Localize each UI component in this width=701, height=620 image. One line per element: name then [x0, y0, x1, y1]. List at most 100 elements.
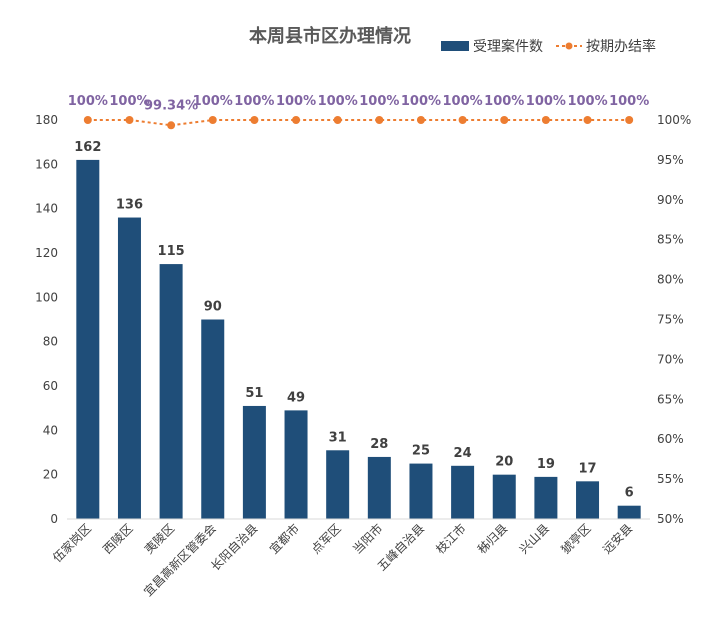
legend-bar-label: 受理案件数: [473, 38, 543, 55]
bar: [201, 319, 225, 519]
rate-marker: [416, 116, 425, 124]
category-label: 远安县: [599, 521, 635, 557]
category-label: 兴山县: [517, 521, 552, 556]
bar-value-label: 90: [204, 300, 222, 315]
right-tick-label: 55%: [657, 472, 684, 486]
bar: [367, 456, 391, 519]
right-tick-label: 95%: [657, 153, 684, 167]
rate-marker: [375, 116, 384, 124]
bar-value-label: 162: [74, 140, 101, 155]
bar-value-label: 51: [245, 386, 263, 401]
rate-data-labels: 100% 100%99.34%100% 100% 100% 100% 100% 100% 10…: [68, 94, 650, 113]
rate-marker: [625, 116, 634, 124]
left-tick-label: 0: [50, 512, 58, 526]
right-axis: 50% 55% 60% 65% 70% 75% 80% 85% 90% 95% 100%: [657, 113, 691, 526]
bar-value-label: 49: [287, 390, 305, 405]
bar-value-label: 31: [329, 430, 347, 445]
bar: [284, 410, 308, 519]
rate-marker: [208, 116, 217, 124]
bar: [451, 465, 475, 519]
bar: [534, 476, 558, 519]
right-tick-label: 60%: [657, 432, 684, 446]
left-tick-label: 180: [35, 113, 58, 127]
bar-value-label: 28: [370, 437, 388, 452]
right-tick-label: 80%: [657, 273, 684, 287]
category-label: 西陵区: [100, 521, 135, 556]
bar-value-label: 136: [116, 198, 143, 213]
bar-value-label: 115: [158, 244, 185, 259]
legend-bar-swatch: [441, 41, 469, 51]
bar: [159, 264, 183, 519]
rate-value-label: 100%: [109, 94, 149, 109]
rate-marker: [83, 116, 92, 124]
rate-line: [87, 119, 630, 127]
rate-value-label: 100%: [193, 94, 233, 109]
category-label: 枝江市: [433, 521, 469, 557]
bar-value-label: 6: [625, 486, 634, 501]
rate-value-label: 100%: [318, 94, 358, 109]
category-label: 当阳市: [349, 521, 385, 557]
legend-line-marker: [565, 42, 573, 50]
bar-value-label: 20: [495, 455, 513, 470]
rate-value-label: 100%: [443, 94, 483, 109]
left-tick-label: 160: [35, 157, 58, 171]
left-axis: 0 20 40 60 80 100 120 140 160 180: [35, 113, 58, 526]
category-label: 夷陵区: [141, 521, 177, 557]
rate-value-label: 100%: [359, 94, 399, 109]
bar: [492, 474, 516, 519]
category-label: 秭归县: [475, 521, 510, 556]
bar-value-label: 19: [537, 457, 555, 472]
chart-title: 本周县市区办理情况: [249, 25, 411, 47]
right-tick-label: 65%: [657, 392, 684, 406]
rate-value-label: 100%: [68, 94, 108, 109]
left-tick-label: 120: [35, 246, 58, 260]
legend-line-label: 按期办结率: [586, 38, 656, 55]
rate-value-label: 100%: [401, 94, 441, 109]
right-tick-label: 85%: [657, 233, 684, 247]
legend: 受理案件数 按期办结率: [441, 38, 656, 55]
rate-marker: [500, 116, 509, 124]
right-tick-label: 100%: [657, 113, 691, 127]
category-label: 宜昌高新区管委会: [140, 521, 218, 599]
rate-value-label: 100%: [526, 94, 566, 109]
rate-value-label: 100%: [234, 94, 274, 109]
bar: [617, 505, 641, 519]
rate-value-label: 100%: [567, 94, 607, 109]
category-label: 点军区: [308, 521, 343, 556]
left-tick-label: 40: [43, 423, 58, 437]
rate-marker: [167, 121, 176, 130]
category-label: 猇亭区: [558, 521, 594, 557]
category-label: 伍家岗区: [49, 521, 94, 566]
rate-value-label: 100%: [276, 94, 316, 109]
left-tick-label: 60: [43, 379, 58, 393]
rate-marker: [583, 116, 592, 124]
left-tick-label: 80: [43, 335, 58, 349]
bar: [576, 481, 600, 519]
right-tick-label: 75%: [657, 313, 684, 327]
rate-value-label: 100%: [609, 94, 649, 109]
right-tick-label: 50%: [657, 512, 684, 526]
rate-line-series: [83, 116, 634, 130]
rate-marker: [541, 116, 550, 124]
bar-value-label: 25: [412, 444, 430, 459]
rate-marker: [333, 116, 342, 124]
bar: [326, 450, 350, 519]
bar-value-label: 17: [578, 461, 596, 476]
category-label: 宜都市: [266, 521, 302, 557]
bar-series: [76, 159, 641, 520]
rate-value-label: 99.34%: [144, 98, 198, 113]
right-tick-label: 70%: [657, 352, 684, 366]
rate-marker: [458, 116, 467, 124]
rate-value-label: 100%: [484, 94, 524, 109]
left-tick-label: 20: [43, 468, 58, 482]
bar: [76, 159, 100, 519]
bar: [242, 405, 266, 519]
rate-marker: [250, 116, 259, 124]
bar-data-labels: 162 136 115 90 51 49 31 28 25 24 20 19 17 6: [74, 140, 633, 501]
bar: [409, 463, 433, 519]
left-tick-label: 100: [35, 290, 58, 304]
rate-marker: [292, 116, 301, 124]
